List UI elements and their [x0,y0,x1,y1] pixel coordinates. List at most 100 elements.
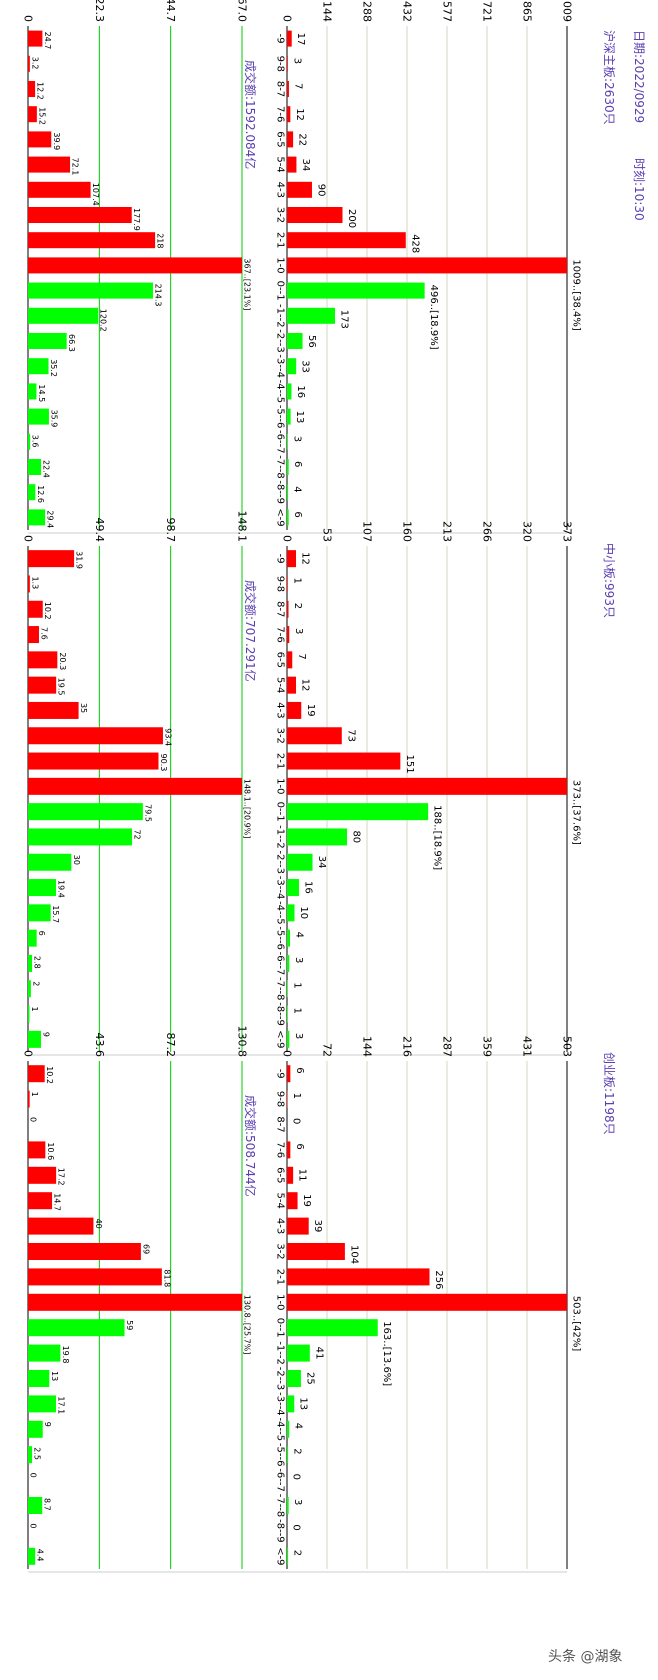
count-bar [287,777,567,795]
category-label: -5--6 [275,405,286,429]
count-bar [287,106,291,123]
category-label: -4--5 [275,380,286,404]
amount-tick-label: 87.2 [164,1033,177,1058]
count-data-label: 256 [433,1270,444,1289]
category-label: -3--4 [275,876,286,900]
count-data-label: 34 [316,856,327,869]
amount-data-label: 2 [31,981,40,986]
category-label: 0--1 [275,281,286,301]
amount-bar [28,333,67,349]
amount-data-label: 30 [72,855,81,865]
amount-bar [28,1370,50,1387]
amount-tick-label: 122.3 [93,0,106,22]
category-label: 7-6 [275,1142,286,1158]
count-bar [287,81,289,97]
count-bar [287,828,348,846]
amount-data-label: 1.3 [30,576,39,589]
category-label: 0--1 [275,1318,286,1338]
time-label: 时刻:10:30 [632,158,646,221]
count-data-label: 25 [304,1372,315,1385]
category-label: -7--8 [275,977,286,1001]
count-data-label: 4 [292,486,303,492]
amount-title: 成交额:1592.084亿 [243,60,258,169]
count-data-label: 188..[18.9%] [432,805,443,870]
category-label: -7--8 [275,455,286,479]
amount-bar [28,358,49,375]
category-label: -5--6 [275,926,286,950]
amount-data-label: 19.5 [57,678,66,696]
count-data-label: 80 [351,830,362,843]
amount-data-label: 120.2 [99,309,108,332]
category-label: 2-1 [275,753,286,769]
count-bar [287,282,425,299]
amount-data-label: 22.4 [42,460,51,478]
category-label: 9-8 [275,1091,286,1107]
amount-bar [28,1065,45,1083]
count-tick-label: 0 [281,535,294,542]
count-data-label: 13 [298,1397,309,1410]
count-bar [287,879,300,897]
amount-bar [28,1166,57,1184]
amount-data-label: 148.1..[20.9%] [243,779,252,839]
category-label: -9 [275,34,286,44]
watermark: 头条 @湖象 [548,1649,623,1665]
category-label: 6-5 [275,1167,286,1183]
amount-data-label: 79.5 [143,804,152,822]
count-tick-label: 320 [521,521,534,542]
count-bar [287,550,297,568]
category-label: 5-4 [275,156,286,172]
amount-data-label: 0 [29,1473,38,1478]
category-label: 7-6 [275,626,286,642]
amount-data-label: 0 [29,1523,38,1528]
count-bar [287,904,295,922]
category-label: 1-0 [275,257,286,273]
category-label: -8--9 [275,480,286,504]
count-bar [287,55,288,72]
amount-bar [28,853,72,871]
category-label: 2-1 [275,1269,286,1285]
count-bar [287,727,342,745]
amount-tick-label: 367.0 [236,0,249,22]
count-bar [287,408,291,425]
amount-bar [28,550,75,568]
amount-data-label: 29.4 [46,510,55,528]
amount-bar [28,904,51,922]
amount-data-label: 17.2 [57,1168,66,1186]
category-label: 5-4 [275,677,286,693]
count-bar [287,1030,290,1048]
category-label: 3-2 [275,728,286,744]
count-data-label: 7 [296,653,307,659]
amount-bar [28,1217,94,1235]
count-data-label: 13 [294,411,305,424]
category-label: -1--2 [275,825,286,849]
category-label: 7-6 [275,106,286,122]
amount-data-label: 8.7 [43,1498,52,1511]
category-label: -9 [275,554,286,564]
amount-data-label: 3.2 [30,57,39,70]
count-data-label: 1 [291,1093,302,1099]
category-label: 3-2 [275,1243,286,1259]
amount-data-label: 130.8..[25.7%] [243,1295,252,1355]
count-bar [287,1547,289,1565]
count-bar [287,752,401,770]
count-data-label: 6 [292,511,303,517]
amount-data-label: 10.6 [46,1142,55,1160]
amount-data-label: 31.9 [75,551,84,569]
count-data-label: 6 [292,461,303,467]
amount-data-label: 107.4 [91,183,100,206]
count-tick-label: 373 [561,521,574,542]
count-data-label: 3 [292,1499,303,1505]
amount-title: 成交额:707.291亿 [243,580,258,682]
count-data-label: 34 [300,159,311,172]
count-tick-label: 160 [401,521,414,542]
amount-bar [28,777,242,795]
amount-data-label: 13 [50,1371,59,1381]
category-label: 5-4 [275,1193,286,1209]
count-data-label: 373..[37.6%] [571,780,582,845]
count-bar [287,954,290,972]
count-tick-label: 577 [441,1,454,22]
count-data-label: 4 [293,1423,304,1429]
category-label: -6--7 [275,952,286,976]
category-label: 0--1 [275,802,286,822]
count-data-label: 11 [297,1169,308,1182]
